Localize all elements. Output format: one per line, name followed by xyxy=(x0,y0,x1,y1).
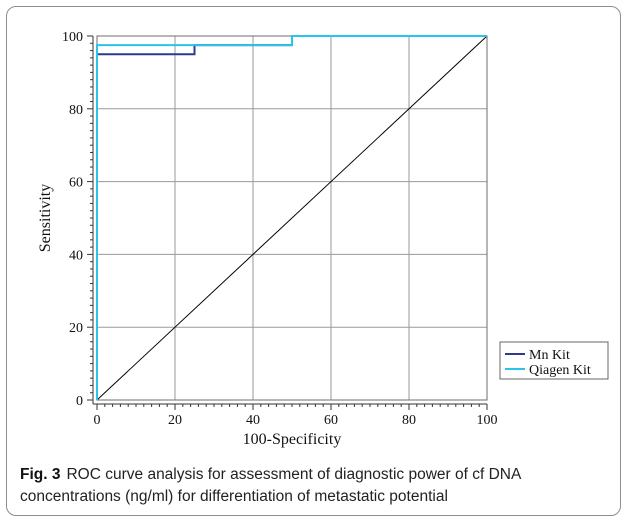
x-tick-label: 0 xyxy=(94,413,101,428)
y-tick-label: 100 xyxy=(62,30,83,45)
series-layer xyxy=(97,36,487,400)
x-axis-title: 100-Specificity xyxy=(243,431,342,448)
y-tick-label: 40 xyxy=(69,248,83,263)
reference-diagonal-line xyxy=(97,36,487,400)
legend-label: Mn Kit xyxy=(529,348,570,363)
y-axis-title: Sensitivity xyxy=(37,184,54,252)
caption-label: Fig. 3 xyxy=(20,466,60,483)
x-tick-label: 40 xyxy=(246,413,260,428)
legend-label: Qiagen Kit xyxy=(529,363,591,378)
caption-text: ROC curve analysis for assessment of dia… xyxy=(20,466,520,505)
y-tick-label: 60 xyxy=(69,176,83,191)
y-tick-label: 80 xyxy=(69,103,83,118)
x-tick-label: 20 xyxy=(168,413,182,428)
y-tick-label: 0 xyxy=(76,394,83,409)
x-tick-label: 80 xyxy=(402,413,416,428)
figure-caption: Fig. 3 ROC curve analysis for assessment … xyxy=(20,464,620,508)
x-tick-label: 60 xyxy=(324,413,338,428)
x-tick-label: 100 xyxy=(477,413,498,428)
y-tick-label: 20 xyxy=(69,321,83,336)
